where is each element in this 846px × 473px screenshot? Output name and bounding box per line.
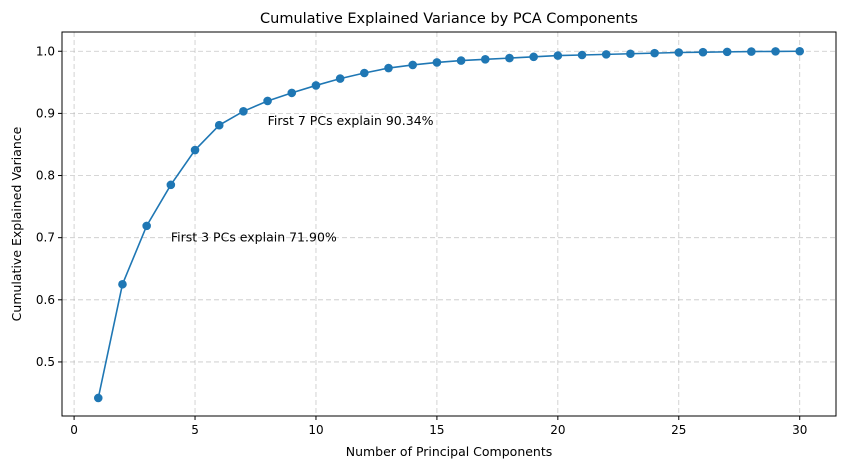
data-point bbox=[601, 50, 611, 59]
data-point bbox=[287, 88, 297, 98]
data-series bbox=[93, 46, 805, 403]
x-tick-label: 10 bbox=[308, 423, 323, 437]
data-point bbox=[553, 51, 563, 60]
x-tick-label: 0 bbox=[70, 423, 78, 437]
annotation-text: First 3 PCs explain 71.90% bbox=[171, 230, 337, 245]
data-point bbox=[408, 60, 418, 70]
data-point bbox=[456, 56, 466, 65]
data-point bbox=[674, 48, 684, 57]
y-tick-label: 0.6 bbox=[36, 293, 55, 307]
x-tick-label: 25 bbox=[671, 423, 686, 437]
data-point bbox=[480, 55, 490, 64]
data-point bbox=[650, 48, 659, 58]
data-point bbox=[771, 47, 780, 56]
data-point bbox=[263, 96, 272, 106]
data-point bbox=[384, 63, 393, 73]
data-point bbox=[722, 47, 732, 57]
data-point bbox=[118, 279, 127, 289]
data-point bbox=[239, 106, 248, 116]
annotations: First 3 PCs explain 71.90% First 7 PCs ex… bbox=[171, 113, 434, 245]
annotation-text: First 7 PCs explain 90.34% bbox=[268, 113, 434, 128]
chart-title: Cumulative Explained Variance by PCA Com… bbox=[260, 11, 638, 27]
x-tick-label: 20 bbox=[550, 423, 565, 437]
x-tick-label: 30 bbox=[792, 423, 807, 437]
data-point bbox=[626, 49, 635, 59]
x-axis-label: Number of Principal Components bbox=[346, 444, 553, 459]
data-point bbox=[577, 50, 587, 60]
data-point bbox=[795, 46, 805, 56]
data-point bbox=[214, 120, 224, 130]
data-point bbox=[698, 47, 708, 57]
y-tick-label: 0.7 bbox=[36, 231, 55, 245]
y-tick-label: 0.5 bbox=[36, 355, 55, 369]
data-point bbox=[432, 58, 442, 67]
y-tick-label: 0.9 bbox=[36, 106, 55, 120]
y-axis-label: Cumulative Explained Variance bbox=[9, 126, 24, 321]
data-point bbox=[190, 145, 200, 155]
data-point bbox=[360, 68, 369, 78]
data-point bbox=[142, 221, 151, 231]
data-point bbox=[93, 393, 103, 403]
y-tick-label: 1.0 bbox=[36, 44, 55, 58]
data-point bbox=[166, 180, 176, 190]
y-tick-label: 0.8 bbox=[36, 169, 55, 183]
plot-frame bbox=[61, 31, 837, 417]
data-point bbox=[335, 74, 345, 83]
data-point bbox=[311, 81, 321, 90]
axis-ticks: 0 5 10 15 20 25 30 0.5 0.6 0.7 0.8 0.9 1.0 bbox=[36, 44, 807, 437]
x-tick-label: 15 bbox=[429, 423, 444, 437]
data-point bbox=[529, 52, 538, 62]
data-point bbox=[747, 47, 756, 56]
x-tick-label: 5 bbox=[191, 423, 199, 437]
data-point bbox=[505, 53, 514, 63]
